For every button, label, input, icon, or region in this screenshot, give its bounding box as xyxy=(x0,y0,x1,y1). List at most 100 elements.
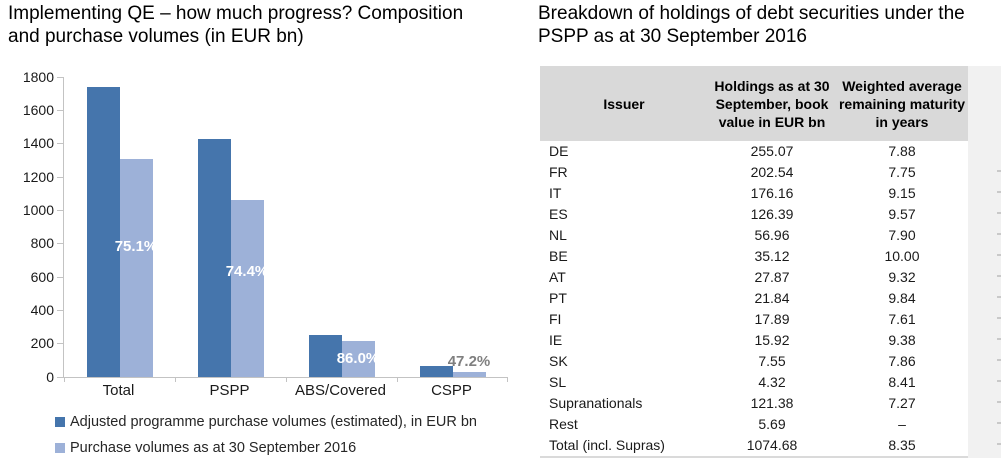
bar-purchased-volume: 75.1% xyxy=(115,159,157,377)
table-row: NL 56.96 7.90 xyxy=(540,225,968,246)
issuer-cell: IT xyxy=(549,185,562,201)
x-axis-category-label: ABS/Covered xyxy=(295,382,386,399)
maturity-cell: 7.75 xyxy=(888,164,916,180)
holdings-cell: 1074.68 xyxy=(746,437,798,453)
holdings-cell: 202.54 xyxy=(750,164,794,180)
x-axis-tick xyxy=(175,378,176,382)
y-axis-tick-label: 1600 xyxy=(22,101,54,118)
issuer-cell: BE xyxy=(549,248,568,264)
y-axis-tick-label: 1800 xyxy=(22,68,54,85)
legend-swatch-light-icon xyxy=(55,443,65,453)
y-axis-tick xyxy=(57,176,63,178)
bar-purchased-volume: 47.2% xyxy=(448,353,490,377)
y-axis-tick-label: 600 xyxy=(30,268,54,285)
maturity-cell: 8.35 xyxy=(888,437,916,453)
issuer-cell: Rest xyxy=(549,416,578,432)
holdings-table: Issuer Holdings as at 30 September, book… xyxy=(540,66,968,458)
maturity-cell: 7.90 xyxy=(888,227,916,243)
holdings-cell: 7.55 xyxy=(758,353,786,369)
y-axis-tick xyxy=(57,243,63,245)
issuer-cell: FR xyxy=(549,164,568,180)
x-axis-category-label: PSPP xyxy=(209,382,250,399)
bar-adjusted-volume xyxy=(86,87,120,377)
table-row: Total (incl. Supras) 1074.68 8.35 xyxy=(540,435,968,457)
y-axis-tick xyxy=(57,109,63,111)
y-axis-tick-label: 0 xyxy=(46,368,54,385)
x-axis-tick xyxy=(397,378,398,382)
legend-swatch-dark-icon xyxy=(55,417,65,427)
y-axis-tick xyxy=(57,209,63,211)
bar-group-cspp: 47.2% xyxy=(397,77,508,377)
bar-group-total: 75.1% xyxy=(64,77,175,377)
x-axis-tick xyxy=(286,378,287,382)
maturity-cell: 9.32 xyxy=(888,269,916,285)
holdings-cell: 56.96 xyxy=(754,227,790,243)
column-header-holdings: Holdings as at 30 September, book value … xyxy=(708,66,836,141)
table-header-row: Issuer Holdings as at 30 September, book… xyxy=(540,66,968,141)
legend-item: Adjusted programme purchase volumes (est… xyxy=(55,414,477,430)
maturity-cell: – xyxy=(898,416,906,432)
issuer-cell: Total (incl. Supras) xyxy=(549,437,665,453)
holdings-cell: 21.84 xyxy=(754,290,790,306)
issuer-cell: FI xyxy=(549,311,562,327)
issuer-cell: DE xyxy=(549,143,569,159)
bar-chart-plot: 0 200 400 600 800 1000 1200 1400 1600 1800 75.1% 74… xyxy=(23,69,508,385)
holdings-cell: 35.12 xyxy=(754,248,790,264)
table-row: AT 27.87 9.32 xyxy=(540,267,968,288)
issuer-cell: PT xyxy=(549,290,567,306)
x-axis-category-label: CSPP xyxy=(431,382,472,399)
maturity-cell: 8.41 xyxy=(888,374,916,390)
y-axis-tick xyxy=(57,343,63,345)
holdings-cell: 121.38 xyxy=(750,395,794,411)
y-axis-tick-label: 200 xyxy=(30,335,54,352)
table-row: SK 7.55 7.86 xyxy=(540,351,968,372)
y-axis-tick-label: 1200 xyxy=(22,168,54,185)
y-axis-tick xyxy=(57,76,63,78)
bar-group-pspp: 74.4% xyxy=(175,77,286,377)
bar-adjusted-volume xyxy=(419,366,453,377)
chart-legend: Adjusted programme purchase volumes (est… xyxy=(55,414,477,466)
progress-percentage-label: 75.1% xyxy=(114,238,158,256)
holdings-cell: 27.87 xyxy=(754,269,790,285)
holdings-cell: 5.69 xyxy=(758,416,786,432)
y-axis-tick-label: 400 xyxy=(30,301,54,318)
table-row: BE 35.12 10.00 xyxy=(540,246,968,267)
maturity-cell: 9.38 xyxy=(888,332,916,348)
holdings-cell: 4.32 xyxy=(758,374,786,390)
maturity-cell: 7.27 xyxy=(888,395,916,411)
table-row: PT 21.84 9.84 xyxy=(540,288,968,309)
y-axis-tick-label: 800 xyxy=(30,235,54,252)
x-axis-category-label: Total xyxy=(102,382,135,399)
holdings-cell: 255.07 xyxy=(750,143,794,159)
x-axis-tick xyxy=(64,378,65,382)
y-axis-tick-label: 1400 xyxy=(22,135,54,152)
bar-purchased-volume: 74.4% xyxy=(226,200,268,377)
table-row: FI 17.89 7.61 xyxy=(540,309,968,330)
table-row: IE 15.92 9.38 xyxy=(540,330,968,351)
bar-adjusted-volume xyxy=(308,335,342,377)
table-row: DE 255.07 7.88 xyxy=(540,141,968,162)
maturity-cell: 9.15 xyxy=(888,185,916,201)
table-row: FR 202.54 7.75 xyxy=(540,162,968,183)
legend-label: Adjusted programme purchase volumes (est… xyxy=(70,414,477,430)
holdings-cell: 176.16 xyxy=(750,185,794,201)
holdings-cell: 17.89 xyxy=(754,311,790,327)
issuer-cell: NL xyxy=(549,227,567,243)
y-axis-tick xyxy=(57,276,63,278)
column-header-issuer: Issuer xyxy=(540,66,708,141)
issuer-cell: SL xyxy=(549,374,567,390)
table-title: Breakdown of holdings of debt securities… xyxy=(538,3,965,47)
holdings-cell: 15.92 xyxy=(754,332,790,348)
x-axis-labels: Total PSPP ABS/Covered CSPP xyxy=(63,382,507,400)
legend-label: Purchase volumes as at 30 September 2016 xyxy=(70,440,357,456)
progress-percentage-label: 74.4% xyxy=(225,262,269,280)
y-axis-tick xyxy=(57,143,63,145)
issuer-cell: Supranationals xyxy=(549,395,643,411)
maturity-cell: 10.00 xyxy=(884,248,920,264)
issuer-cell: ES xyxy=(549,206,568,222)
maturity-cell: 7.86 xyxy=(888,353,916,369)
maturity-cell: 7.88 xyxy=(888,143,916,159)
table-row: Supranationals 121.38 7.27 xyxy=(540,393,968,414)
y-axis-tick xyxy=(57,376,63,378)
